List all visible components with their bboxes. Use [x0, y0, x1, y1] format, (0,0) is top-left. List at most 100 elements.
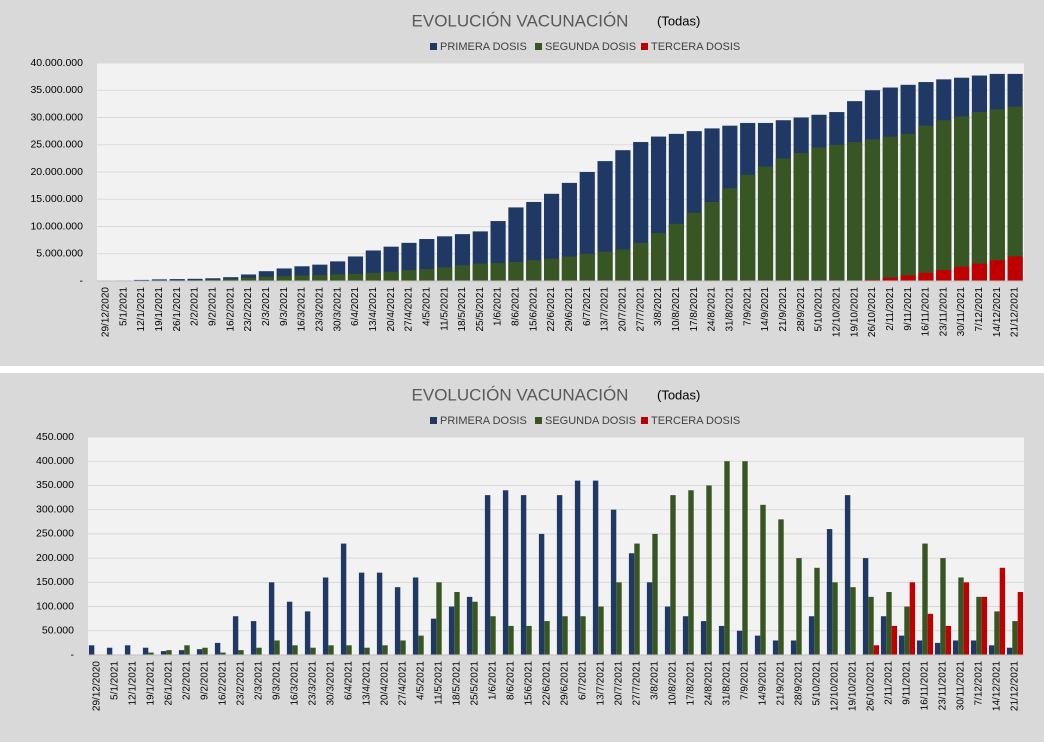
bar: [936, 120, 951, 281]
bar: [184, 645, 189, 655]
x-tick-label: 17/8/2021: [689, 287, 700, 332]
x-tick-label: 5/1/2021: [118, 287, 129, 326]
x-tick-label: 30/3/2021: [326, 661, 337, 706]
bar: [454, 592, 459, 655]
bar: [994, 611, 999, 655]
bar: [918, 126, 933, 281]
legend-label: PRIMERA DOSIS: [440, 415, 527, 427]
x-tick-label: 8/6/2021: [511, 287, 522, 326]
x-tick-label: 16/11/2021: [921, 287, 932, 337]
bar: [881, 616, 886, 655]
y-tick-label: 30.000.000: [30, 111, 83, 123]
bar: [755, 636, 760, 655]
x-tick-label: 6/4/2021: [350, 287, 361, 326]
bar: [990, 260, 1005, 281]
x-tick-label: 26/10/2021: [866, 661, 877, 711]
y-tick-label: 50.000: [42, 625, 74, 637]
bar: [901, 134, 916, 281]
bar: [508, 262, 523, 281]
bar: [794, 153, 809, 281]
bar: [125, 645, 130, 655]
bar: [312, 275, 327, 281]
x-tick-label: 30/3/2021: [332, 287, 343, 332]
y-tick-label: -: [80, 275, 84, 287]
x-tick-label: 26/10/2021: [867, 287, 878, 337]
bar: [575, 481, 580, 655]
bar: [742, 461, 747, 655]
bar: [811, 147, 826, 281]
bar: [491, 263, 506, 281]
bar: [166, 650, 171, 655]
bar: [954, 267, 969, 281]
x-tick-label: 21/9/2021: [778, 287, 789, 332]
bar: [935, 643, 940, 655]
y-tick-label: 350.000: [36, 479, 74, 491]
bar: [760, 505, 765, 655]
bar: [215, 643, 220, 655]
bar: [292, 645, 297, 655]
bar: [901, 276, 916, 281]
x-tick-label: 28/9/2021: [796, 287, 807, 332]
bar: [611, 510, 616, 655]
x-tick-label: 16/2/2021: [218, 661, 229, 706]
bar: [918, 273, 933, 281]
chart-title: EVOLUCIÓN VACUNACIÓN: [412, 11, 629, 30]
x-tick-label: 2/3/2021: [254, 661, 265, 700]
bar: [259, 277, 274, 281]
x-tick-label: 14/9/2021: [760, 287, 771, 332]
x-tick-label: 13/4/2021: [368, 287, 379, 332]
bar: [364, 648, 369, 655]
bar: [904, 607, 909, 655]
x-tick-label: 12/1/2021: [128, 661, 139, 706]
bar: [341, 544, 346, 655]
x-tick-label: 19/1/2021: [146, 661, 157, 706]
x-tick-label: 7/12/2021: [974, 661, 985, 706]
bar: [832, 582, 837, 655]
bar: [958, 577, 963, 655]
x-tick-label: 9/3/2021: [279, 287, 290, 326]
bar: [107, 648, 112, 655]
y-tick-label: 250.000: [36, 528, 74, 540]
bar: [269, 582, 274, 655]
bar: [928, 614, 933, 655]
x-tick-label: 29/12/2020: [101, 287, 112, 337]
x-tick-label: 2/2/2021: [190, 287, 201, 326]
bar: [633, 243, 648, 281]
x-tick-label: 18/5/2021: [457, 287, 468, 332]
bar: [706, 485, 711, 655]
x-tick-label: 27/7/2021: [632, 661, 643, 706]
bar: [1012, 621, 1017, 655]
x-tick-label: 2/11/2021: [884, 661, 895, 705]
x-tick-label: 26/1/2021: [164, 661, 175, 706]
bar: [503, 490, 508, 655]
x-tick-label: 14/9/2021: [758, 661, 769, 706]
bar: [773, 640, 778, 655]
x-tick-label: 12/10/2021: [830, 661, 841, 711]
bar: [449, 607, 454, 655]
x-tick-label: 31/8/2021: [724, 287, 735, 332]
legend-swatch: [641, 43, 648, 50]
x-tick-label: 18/5/2021: [452, 661, 463, 706]
y-tick-label: 300.000: [36, 503, 74, 515]
bar: [400, 640, 405, 655]
bar: [917, 640, 922, 655]
x-tick-label: 9/3/2021: [272, 661, 283, 700]
bar: [953, 640, 958, 655]
x-tick-label: 27/4/2021: [404, 287, 415, 332]
bar: [940, 558, 945, 655]
x-tick-label: 25/5/2021: [470, 661, 481, 706]
bar: [778, 519, 783, 655]
y-tick-label: 15.000.000: [30, 193, 83, 205]
bar: [89, 645, 94, 655]
bar: [526, 260, 541, 281]
bar: [669, 224, 684, 281]
legend-label: PRIMERA DOSIS: [440, 41, 527, 53]
y-tick-label: 40.000.000: [30, 57, 83, 69]
y-tick-label: 150.000: [36, 576, 74, 588]
x-tick-label: 22/6/2021: [542, 661, 553, 706]
bar: [874, 645, 879, 655]
bar: [143, 648, 148, 655]
bar: [719, 626, 724, 655]
x-tick-label: 20/4/2021: [380, 661, 391, 706]
x-tick-label: 16/11/2021: [920, 661, 931, 711]
